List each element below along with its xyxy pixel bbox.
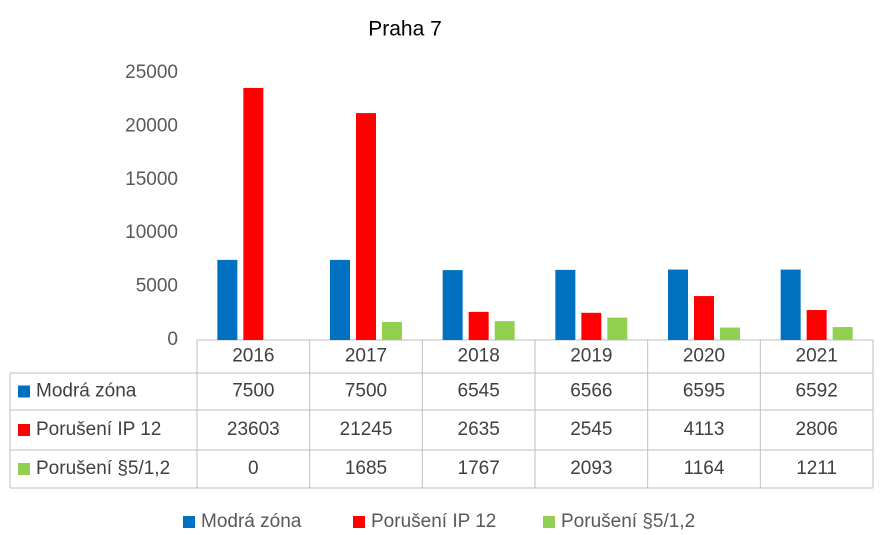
- bar: [243, 87, 264, 341]
- table-cell: 6592: [796, 381, 838, 402]
- chart-title: Praha 7: [368, 18, 442, 41]
- table-cell: 6545: [458, 381, 500, 402]
- table-cell: 7500: [232, 381, 274, 402]
- bar: [494, 321, 515, 340]
- table-cell: 1164: [684, 458, 725, 479]
- table-cell: 6595: [683, 381, 725, 402]
- table-cell: 1211: [796, 458, 837, 479]
- bar: [382, 322, 402, 340]
- table-row-label: Porušení §5/1,2: [36, 458, 170, 479]
- bar: [607, 317, 628, 340]
- table-cell: 1685: [345, 458, 387, 479]
- legend-key: [543, 516, 555, 528]
- bar: [330, 259, 350, 340]
- x-tick-label: 2017: [345, 346, 387, 367]
- table-row-label: Modrá zóna: [36, 381, 137, 402]
- y-tick-label: 25000: [125, 62, 178, 83]
- x-tick-label: 2018: [458, 346, 500, 367]
- x-tick-label: 2016: [232, 346, 274, 367]
- table-cell: 2545: [570, 419, 612, 440]
- table-cell: 2635: [458, 419, 500, 440]
- x-tick-label: 2019: [570, 346, 612, 367]
- table-cell: 2806: [796, 419, 838, 440]
- legend-label: Porušení §5/1,2: [561, 511, 695, 532]
- table-cell: 0: [248, 458, 259, 479]
- y-tick-label: 15000: [125, 169, 178, 190]
- x-tick-label: 2020: [683, 346, 725, 367]
- bar: [832, 327, 853, 340]
- x-tick-label: 2021: [796, 346, 838, 367]
- y-tick-label: 5000: [136, 276, 178, 297]
- bar: [442, 270, 463, 340]
- table-cell: 1767: [458, 458, 500, 479]
- table-cell: 6566: [570, 381, 612, 402]
- bar: [581, 312, 602, 340]
- table-cell: 7500: [345, 381, 387, 402]
- table-cell: 2093: [570, 458, 612, 479]
- legend-label: Porušení IP 12: [371, 511, 496, 532]
- table-legend-key: [18, 385, 30, 398]
- legend-key: [183, 516, 195, 528]
- bar: [468, 311, 489, 340]
- table-cell: 21245: [340, 419, 393, 440]
- legend-key: [353, 516, 365, 528]
- bar: [356, 113, 376, 341]
- bar: [780, 269, 801, 340]
- bar: [217, 259, 238, 340]
- table-legend-key: [18, 424, 30, 436]
- bar: [668, 269, 688, 340]
- table-row-label: Porušení IP 12: [36, 419, 161, 440]
- legend-label: Modrá zóna: [201, 511, 302, 532]
- bar: [720, 327, 740, 340]
- table-cell: 23603: [227, 419, 280, 440]
- bar: [555, 269, 576, 340]
- table-legend-key: [18, 463, 30, 475]
- table-cell: 4113: [684, 419, 725, 440]
- bar: [806, 310, 827, 340]
- y-tick-label: 0: [167, 329, 178, 350]
- bar: [694, 296, 714, 340]
- y-tick-label: 20000: [125, 115, 178, 136]
- y-tick-label: 10000: [125, 222, 178, 243]
